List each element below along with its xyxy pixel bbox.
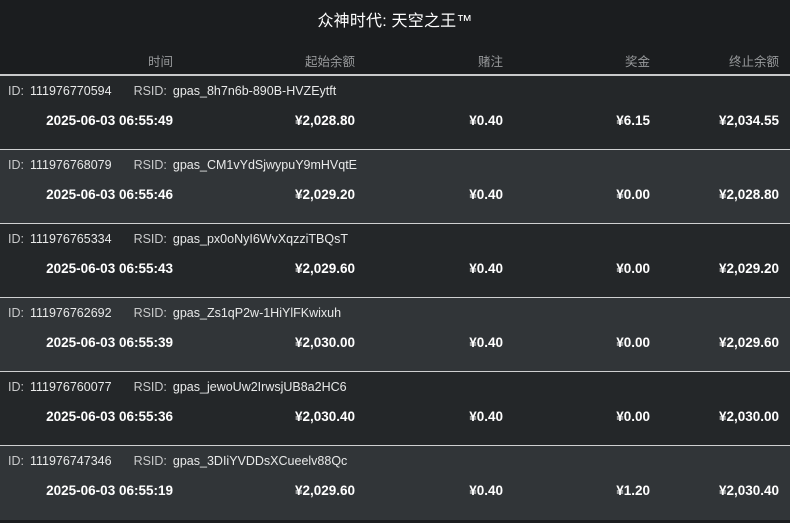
column-header-end-balance[interactable]: 终止余额: [728, 55, 779, 69]
row-meta: ID: 111976768079 RSID: gpas_CM1vYdSjwypu…: [0, 150, 790, 172]
cell-bet: ¥0.40: [469, 112, 503, 128]
table-row[interactable]: ID: 111976770594 RSID: gpas_8h7n6b-890B-…: [0, 76, 790, 150]
history-table-body: ID: 111976770594 RSID: gpas_8h7n6b-890B-…: [0, 74, 790, 523]
game-title: 众神时代: 天空之王™: [317, 13, 473, 30]
column-header-win[interactable]: 奖金: [624, 55, 650, 69]
cell-bet: ¥0.40: [469, 260, 503, 276]
cell-start-balance: ¥2,028.80: [294, 112, 355, 128]
id-value: 111976770594: [29, 84, 112, 98]
rsid-value: gpas_jewoUw2IrwsjUB8a2HC6: [172, 380, 347, 394]
rsid-label: RSID:: [133, 158, 167, 172]
id-label: ID:: [8, 158, 24, 172]
row-values: 2025-06-03 06:55:49 ¥2,028.80 ¥0.40 ¥6.1…: [0, 105, 790, 135]
rsid-label: RSID:: [133, 232, 167, 246]
id-label: ID:: [8, 232, 24, 246]
rsid-value: gpas_8h7n6b-890B-HVZEytft: [172, 84, 337, 98]
rsid-value: gpas_px0oNyI6WvXqzziTBQsT: [172, 232, 348, 246]
cell-end-balance: ¥2,029.60: [718, 334, 779, 350]
row-values: 2025-06-03 06:55:36 ¥2,030.40 ¥0.40 ¥0.0…: [0, 401, 790, 431]
rsid-label: RSID:: [133, 380, 167, 394]
cell-end-balance: ¥2,030.40: [718, 482, 779, 498]
table-row[interactable]: ID: 111976760077 RSID: gpas_jewoUw2Irwsj…: [0, 372, 790, 446]
cell-win: ¥0.00: [616, 408, 650, 424]
id-label: ID:: [8, 84, 24, 98]
cell-end-balance: ¥2,028.80: [718, 186, 779, 202]
column-header-start-balance[interactable]: 起始余额: [304, 55, 355, 69]
cell-win: ¥0.00: [616, 334, 650, 350]
cell-time: 2025-06-03 06:55:39: [46, 334, 173, 350]
row-values: 2025-06-03 06:55:43 ¥2,029.60 ¥0.40 ¥0.0…: [0, 253, 790, 283]
row-values: 2025-06-03 06:55:46 ¥2,029.20 ¥0.40 ¥0.0…: [0, 179, 790, 209]
id-label: ID:: [8, 380, 24, 394]
cell-end-balance: ¥2,034.55: [718, 112, 779, 128]
cell-bet: ¥0.40: [469, 334, 503, 350]
row-meta: ID: 111976770594 RSID: gpas_8h7n6b-890B-…: [0, 76, 790, 98]
id-value: 111976762692: [29, 306, 112, 320]
table-row[interactable]: ID: 111976747346 RSID: gpas_3DIiYVDDsXCu…: [0, 446, 790, 520]
id-value: 111976765334: [29, 232, 112, 246]
cell-start-balance: ¥2,029.60: [294, 260, 355, 276]
cell-time: 2025-06-03 06:55:49: [46, 112, 173, 128]
cell-bet: ¥0.40: [469, 482, 503, 498]
rsid-label: RSID:: [133, 454, 167, 468]
cell-start-balance: ¥2,030.00: [294, 334, 355, 350]
column-header-row: 时间 起始余额 赌注 奖金 终止余额: [0, 32, 790, 74]
cell-win: ¥1.20: [616, 482, 650, 498]
cell-bet: ¥0.40: [469, 186, 503, 202]
cell-time: 2025-06-03 06:55:43: [46, 260, 173, 276]
row-meta: ID: 111976765334 RSID: gpas_px0oNyI6WvXq…: [0, 224, 790, 246]
row-meta: ID: 111976747346 RSID: gpas_3DIiYVDDsXCu…: [0, 446, 790, 468]
table-row[interactable]: ID: 111976768079 RSID: gpas_CM1vYdSjwypu…: [0, 150, 790, 224]
cell-time: 2025-06-03 06:55:36: [46, 408, 173, 424]
cell-start-balance: ¥2,030.40: [294, 408, 355, 424]
cell-win: ¥0.00: [616, 186, 650, 202]
row-meta: ID: 111976762692 RSID: gpas_Zs1qP2w-1HiY…: [0, 298, 790, 320]
cell-start-balance: ¥2,029.20: [294, 186, 355, 202]
rsid-value: gpas_3DIiYVDDsXCueelv88Qc: [172, 454, 348, 468]
table-row[interactable]: ID: 111976762692 RSID: gpas_Zs1qP2w-1HiY…: [0, 298, 790, 372]
row-values: 2025-06-03 06:55:39 ¥2,030.00 ¥0.40 ¥0.0…: [0, 327, 790, 357]
id-value: 111976747346: [29, 454, 112, 468]
cell-time: 2025-06-03 06:55:19: [46, 482, 173, 498]
cell-time: 2025-06-03 06:55:46: [46, 186, 173, 202]
id-value: 111976768079: [29, 158, 112, 172]
row-values: 2025-06-03 06:55:19 ¥2,029.60 ¥0.40 ¥1.2…: [0, 475, 790, 505]
cell-start-balance: ¥2,029.60: [294, 482, 355, 498]
cell-bet: ¥0.40: [469, 408, 503, 424]
cell-end-balance: ¥2,030.00: [718, 408, 779, 424]
id-label: ID:: [8, 454, 24, 468]
id-label: ID:: [8, 306, 24, 320]
column-header-time[interactable]: 时间: [147, 55, 173, 69]
column-header-bet[interactable]: 赌注: [477, 55, 503, 69]
history-header: 众神时代: 天空之王™ 时间 起始余额 赌注 奖金 终止余额: [0, 0, 790, 74]
row-meta: ID: 111976760077 RSID: gpas_jewoUw2Irwsj…: [0, 372, 790, 394]
rsid-label: RSID:: [133, 84, 167, 98]
cell-end-balance: ¥2,029.20: [718, 260, 779, 276]
table-row[interactable]: ID: 111976765334 RSID: gpas_px0oNyI6WvXq…: [0, 224, 790, 298]
cell-win: ¥6.15: [616, 112, 650, 128]
rsid-value: gpas_CM1vYdSjwypuY9mHVqtE: [172, 158, 358, 172]
rsid-value: gpas_Zs1qP2w-1HiYlFKwixuh: [172, 306, 342, 320]
rsid-label: RSID:: [133, 306, 167, 320]
cell-win: ¥0.00: [616, 260, 650, 276]
id-value: 111976760077: [29, 380, 112, 394]
